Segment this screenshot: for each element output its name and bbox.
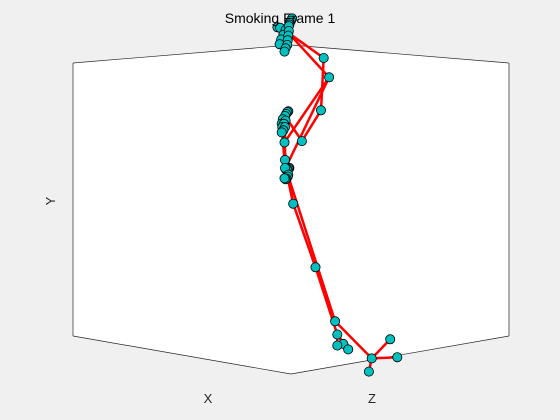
joint-heel_right (333, 341, 342, 350)
joint-shoulder_right (325, 73, 334, 82)
joint-knee_left (331, 317, 340, 326)
axes-pane (73, 45, 509, 374)
joint-elbow_left (316, 106, 325, 115)
chart-title: Smoking Frame 1 (225, 10, 336, 26)
joint-c16 (280, 47, 289, 56)
joint-knee_right (311, 263, 320, 272)
joint-wrist_left (297, 137, 306, 146)
joint-ankle_left (367, 354, 376, 363)
joint-ankle_right (333, 330, 342, 339)
joint-l10 (280, 174, 289, 183)
joint-m12 (277, 128, 286, 137)
joint-hip_left (289, 199, 298, 208)
z-axis-label: Z (368, 391, 376, 406)
joint-elbow_right (280, 138, 289, 147)
joint-heel_left (364, 367, 373, 376)
joint-shoulder_left (319, 53, 328, 62)
joint-toe_right_b (344, 345, 353, 354)
joint-toe_left_a (386, 335, 395, 344)
y-axis-label: Y (43, 196, 58, 205)
x-axis-label: X (204, 391, 213, 406)
joint-toe_left_b (393, 353, 402, 362)
